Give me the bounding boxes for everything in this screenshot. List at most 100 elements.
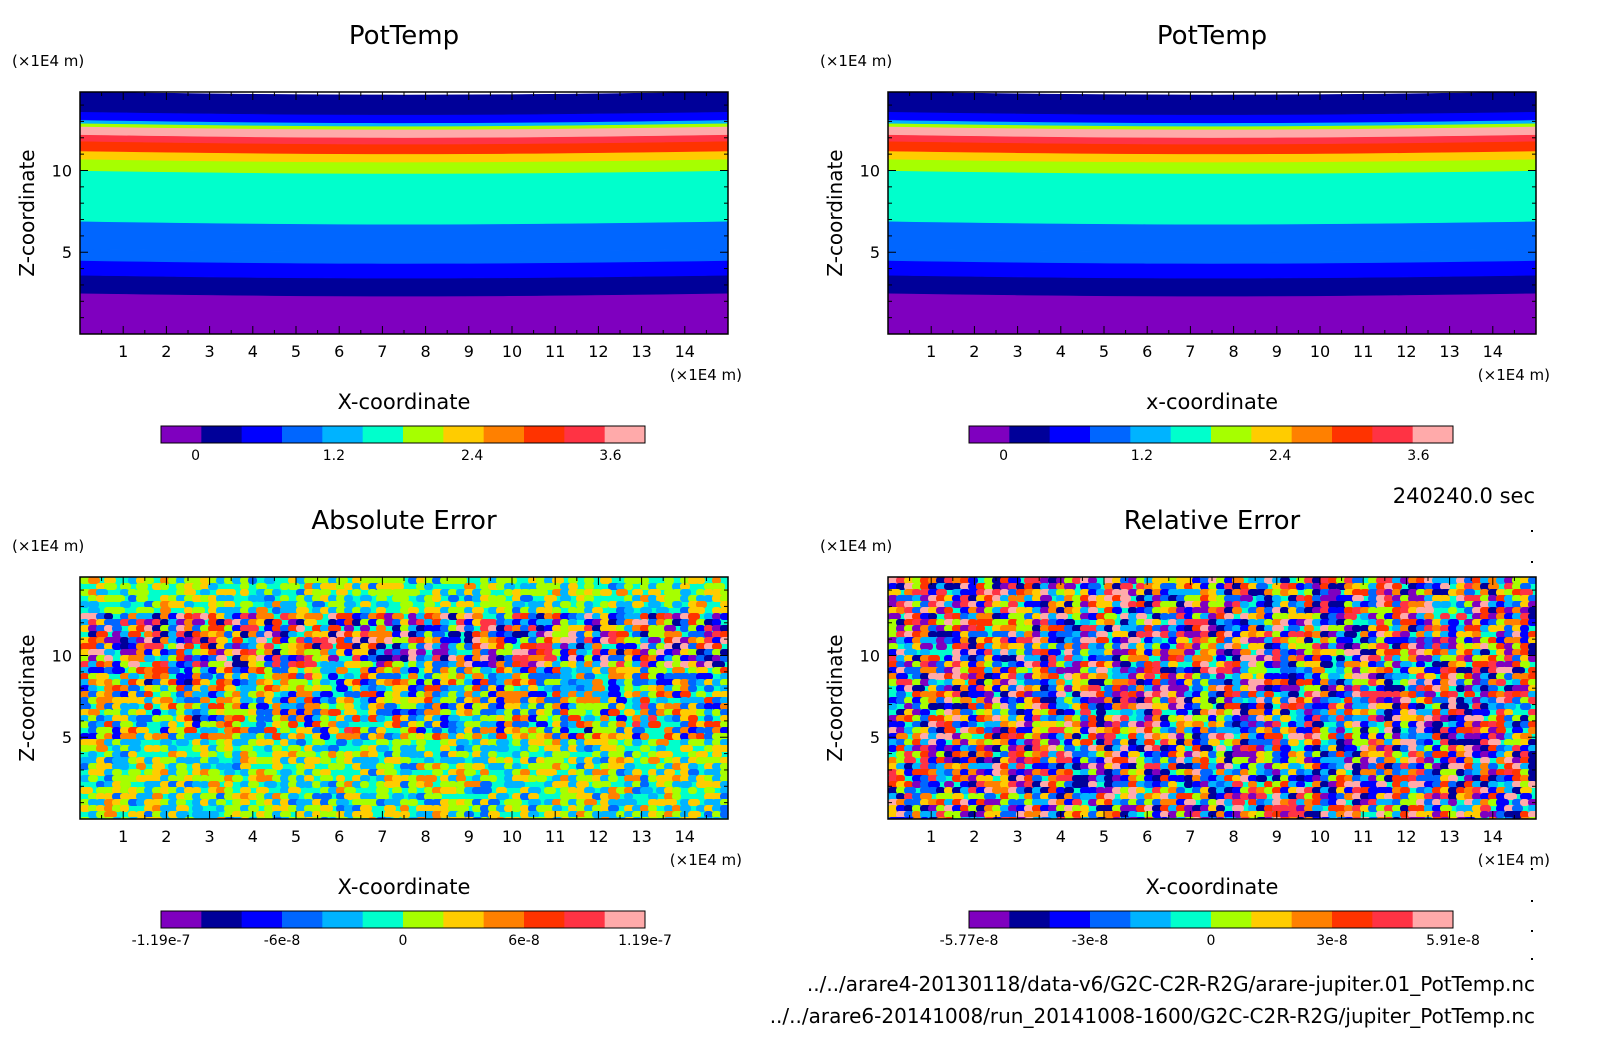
heatmap-cell <box>1000 601 1009 608</box>
heatmap-cell <box>264 739 274 746</box>
heatmap-cell <box>552 583 561 590</box>
heatmap-cell <box>1176 631 1186 638</box>
heatmap-cell <box>272 793 283 800</box>
heatmap-cell <box>936 721 946 728</box>
heatmap-cell <box>1512 667 1525 674</box>
heatmap-cell <box>696 721 706 728</box>
heatmap-cell <box>144 625 153 632</box>
heatmap-cell <box>1264 721 1275 728</box>
heatmap-cell <box>696 625 705 632</box>
heatmap-cell <box>176 577 186 584</box>
heatmap-cell <box>224 631 233 638</box>
heatmap-cell <box>1208 679 1219 686</box>
heatmap-cell <box>1152 607 1163 614</box>
heatmap-cell <box>536 577 545 584</box>
heatmap-cell <box>320 817 329 819</box>
heatmap-cell <box>552 661 561 668</box>
heatmap-cell <box>368 691 379 698</box>
heatmap-cell <box>192 781 201 788</box>
heatmap-cell <box>1064 625 1075 632</box>
heatmap-cell <box>696 595 705 602</box>
heatmap-cell <box>624 763 635 770</box>
heatmap-cell <box>520 757 531 764</box>
heatmap-cell <box>176 775 187 782</box>
heatmap-cell <box>512 625 523 632</box>
x-tick-label: 14 <box>675 827 695 846</box>
heatmap-cell <box>184 643 194 650</box>
heatmap-cell <box>328 607 339 614</box>
heatmap-cell <box>208 769 220 776</box>
heatmap-cell <box>544 751 554 758</box>
heatmap-cell <box>480 781 492 788</box>
heatmap-cell <box>568 787 577 794</box>
heatmap-cell <box>160 661 170 668</box>
heatmap-cell <box>1432 679 1442 686</box>
heatmap-cell <box>496 643 505 650</box>
heatmap-cell <box>1016 661 1025 668</box>
heatmap-cell <box>1016 649 1027 656</box>
heatmap-cell <box>504 631 514 638</box>
heatmap-cell <box>80 679 91 686</box>
heatmap-cell <box>376 775 387 782</box>
heatmap-cell <box>240 745 253 752</box>
heatmap-cell <box>344 697 354 704</box>
heatmap-cell <box>1024 691 1035 698</box>
heatmap-cell <box>360 703 370 710</box>
heatmap-cell <box>224 661 234 668</box>
heatmap-cell <box>616 601 625 608</box>
heatmap-cell <box>576 643 586 650</box>
heatmap-cell <box>264 775 275 782</box>
heatmap-cell <box>504 673 513 680</box>
heatmap-cell <box>152 697 162 704</box>
heatmap-cell <box>416 709 427 716</box>
heatmap-cell <box>1352 697 1362 704</box>
heatmap-cell <box>88 769 98 776</box>
heatmap-cell <box>584 583 594 590</box>
heatmap-cell <box>1208 685 1218 692</box>
heatmap-cell <box>1464 715 1473 722</box>
heatmap-cell <box>192 697 201 704</box>
heatmap-cell <box>232 637 243 644</box>
heatmap-cell <box>568 769 577 776</box>
heatmap-cell <box>1312 679 1322 686</box>
heatmap-cell <box>904 685 914 692</box>
heatmap-cell <box>712 619 721 626</box>
heatmap-cell <box>96 643 105 650</box>
heatmap-cell <box>920 721 929 728</box>
heatmap-cell <box>376 763 385 770</box>
heatmap-cell <box>1528 709 1536 716</box>
heatmap-cell <box>168 745 177 752</box>
heatmap-cell <box>568 631 579 638</box>
heatmap-cell <box>712 583 725 590</box>
heatmap-cell <box>600 691 611 698</box>
heatmap-cell <box>640 619 649 626</box>
heatmap-cell <box>368 799 379 806</box>
heatmap-cell <box>128 787 139 794</box>
heatmap-cell <box>304 673 314 680</box>
heatmap-cell <box>1480 577 1489 584</box>
heatmap-cell <box>1480 691 1491 698</box>
heatmap-cell <box>1352 673 1361 680</box>
heatmap-cell <box>640 733 649 740</box>
heatmap-cell <box>440 757 451 764</box>
heatmap-cell <box>1312 691 1321 698</box>
heatmap-cell <box>168 595 178 602</box>
heatmap-cell <box>1512 625 1523 632</box>
heatmap-cell <box>560 739 571 746</box>
heatmap-cell <box>1056 613 1068 620</box>
heatmap-cell <box>176 697 185 704</box>
heatmap-cell <box>472 667 483 674</box>
heatmap-cell <box>128 631 141 638</box>
heatmap-cell <box>1016 607 1027 614</box>
heatmap-cell <box>472 775 482 782</box>
heatmap-cell <box>1496 661 1505 668</box>
heatmap-cell <box>968 631 979 638</box>
heatmap-cell <box>392 787 402 794</box>
heatmap-cell <box>704 781 713 788</box>
heatmap-cell <box>1224 631 1234 638</box>
heatmap-cell <box>1208 721 1217 728</box>
heatmap-cell <box>904 649 917 656</box>
heatmap-cell <box>712 775 722 782</box>
heatmap-cell <box>656 643 665 650</box>
heatmap-cell <box>1112 577 1123 584</box>
